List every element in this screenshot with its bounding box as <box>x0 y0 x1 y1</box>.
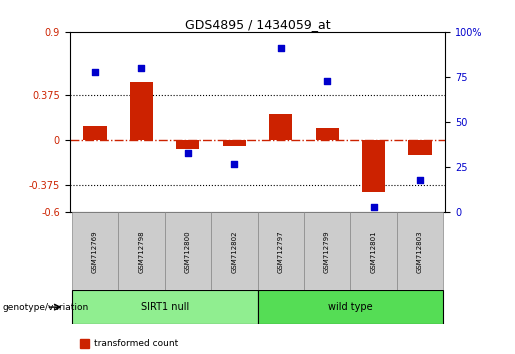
Bar <box>408 140 432 155</box>
Point <box>277 45 285 51</box>
Point <box>184 150 192 156</box>
Bar <box>350 212 397 290</box>
Bar <box>362 140 385 192</box>
Bar <box>72 290 258 324</box>
Bar <box>397 212 443 290</box>
Bar <box>222 140 246 146</box>
Point <box>230 161 238 166</box>
Bar <box>118 212 165 290</box>
Text: SIRT1 null: SIRT1 null <box>141 302 189 312</box>
Title: GDS4895 / 1434059_at: GDS4895 / 1434059_at <box>185 18 330 31</box>
Text: GSM712769: GSM712769 <box>92 230 98 273</box>
Text: GSM712802: GSM712802 <box>231 230 237 273</box>
Point <box>323 78 331 84</box>
Point <box>91 69 99 74</box>
Text: GSM712803: GSM712803 <box>417 230 423 273</box>
Bar <box>165 212 211 290</box>
Bar <box>176 140 199 149</box>
Text: GSM712799: GSM712799 <box>324 230 330 273</box>
Bar <box>304 212 350 290</box>
Text: GSM712801: GSM712801 <box>370 230 376 273</box>
Text: GSM712800: GSM712800 <box>185 230 191 273</box>
Text: genotype/variation: genotype/variation <box>3 303 89 312</box>
Bar <box>269 114 293 140</box>
Bar <box>83 126 107 140</box>
Text: transformed count: transformed count <box>94 339 179 348</box>
Text: GSM712798: GSM712798 <box>139 230 145 273</box>
Point <box>369 204 377 210</box>
Text: GSM712797: GSM712797 <box>278 230 284 273</box>
Bar <box>258 212 304 290</box>
Point <box>416 177 424 183</box>
Text: wild type: wild type <box>328 302 373 312</box>
Point <box>138 65 146 71</box>
Bar <box>316 128 339 140</box>
Bar <box>211 212 258 290</box>
Bar <box>258 290 443 324</box>
Bar <box>130 82 153 140</box>
Bar <box>80 339 89 348</box>
Bar <box>72 212 118 290</box>
